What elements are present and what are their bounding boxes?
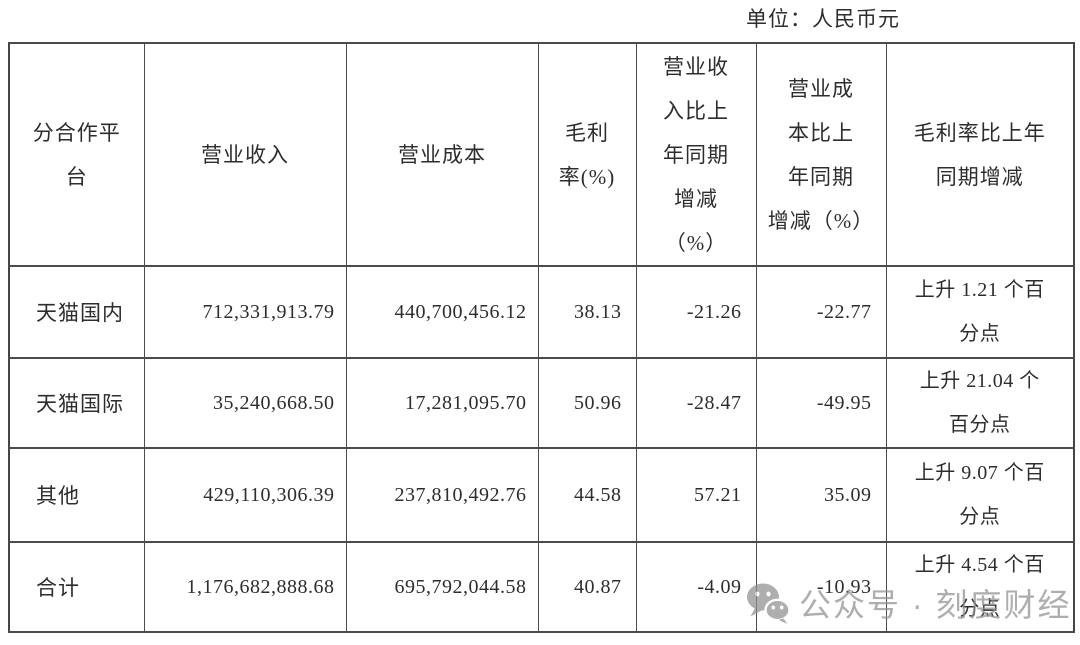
table-row-total: 合计 1,176,682,888.68 695,792,044.58 40.87… (8, 541, 1075, 633)
cell-revenue-yoy: 57.21 (635, 447, 757, 543)
col-header-revenue: 营业收入 (143, 42, 347, 267)
cell-gross-margin: 40.87 (537, 541, 637, 633)
cell-cost-yoy: -22.77 (755, 265, 887, 359)
cell-cost: 695,792,044.58 (345, 541, 539, 633)
cell-cost-yoy: -10.93 (755, 541, 887, 633)
cell-gross-margin: 50.96 (537, 357, 637, 449)
cell-cost-yoy: 35.09 (755, 447, 887, 543)
cell-margin-yoy: 上升 9.07 个百 分点 (885, 447, 1075, 543)
table-row-tmall-international: 天猫国际 35,240,668.50 17,281,095.70 50.96 -… (8, 357, 1075, 449)
cell-cost: 440,700,456.12 (345, 265, 539, 359)
cell-cost: 237,810,492.76 (345, 447, 539, 543)
col-header-cost-yoy: 营业成 本比上 年同期 增减（%） (755, 42, 887, 267)
col-header-cost: 营业成本 (345, 42, 539, 267)
cell-margin-yoy: 上升 4.54 个百 分点 (885, 541, 1075, 633)
col-header-gross-margin: 毛利 率(%) (537, 42, 637, 267)
col-header-margin-yoy: 毛利率比上年 同期增减 (885, 42, 1075, 267)
cell-revenue-yoy: -4.09 (635, 541, 757, 633)
table-row-tmall-domestic: 天猫国内 712,331,913.79 440,700,456.12 38.13… (8, 265, 1075, 359)
col-header-platform: 分合作平 台 (8, 42, 145, 267)
col-header-revenue-yoy: 营业收 入比上 年同期 增减 （%） (635, 42, 757, 267)
cell-revenue: 712,331,913.79 (143, 265, 347, 359)
cell-platform: 其他 (8, 447, 145, 543)
cell-gross-margin: 44.58 (537, 447, 637, 543)
cell-cost: 17,281,095.70 (345, 357, 539, 449)
cell-cost-yoy: -49.95 (755, 357, 887, 449)
cell-margin-yoy: 上升 1.21 个百 分点 (885, 265, 1075, 359)
cell-gross-margin: 38.13 (537, 265, 637, 359)
cell-revenue: 1,176,682,888.68 (143, 541, 347, 633)
cell-platform: 天猫国际 (8, 357, 145, 449)
platform-results-table: 分合作平 台 营业收入 营业成本 毛利 率(%) 营业收 入比上 年同期 增减 … (8, 42, 1075, 633)
cell-revenue: 35,240,668.50 (143, 357, 347, 449)
cell-revenue-yoy: -28.47 (635, 357, 757, 449)
cell-platform: 合计 (8, 541, 145, 633)
cell-revenue: 429,110,306.39 (143, 447, 347, 543)
cell-margin-yoy: 上升 21.04 个 百分点 (885, 357, 1075, 449)
cell-revenue-yoy: -21.26 (635, 265, 757, 359)
table-row-other: 其他 429,110,306.39 237,810,492.76 44.58 5… (8, 447, 1075, 543)
cell-platform: 天猫国内 (8, 265, 145, 359)
header-row: 分合作平 台 营业收入 营业成本 毛利 率(%) 营业收 入比上 年同期 增减 … (8, 42, 1075, 267)
unit-label: 单位：人民币元 (746, 7, 900, 31)
